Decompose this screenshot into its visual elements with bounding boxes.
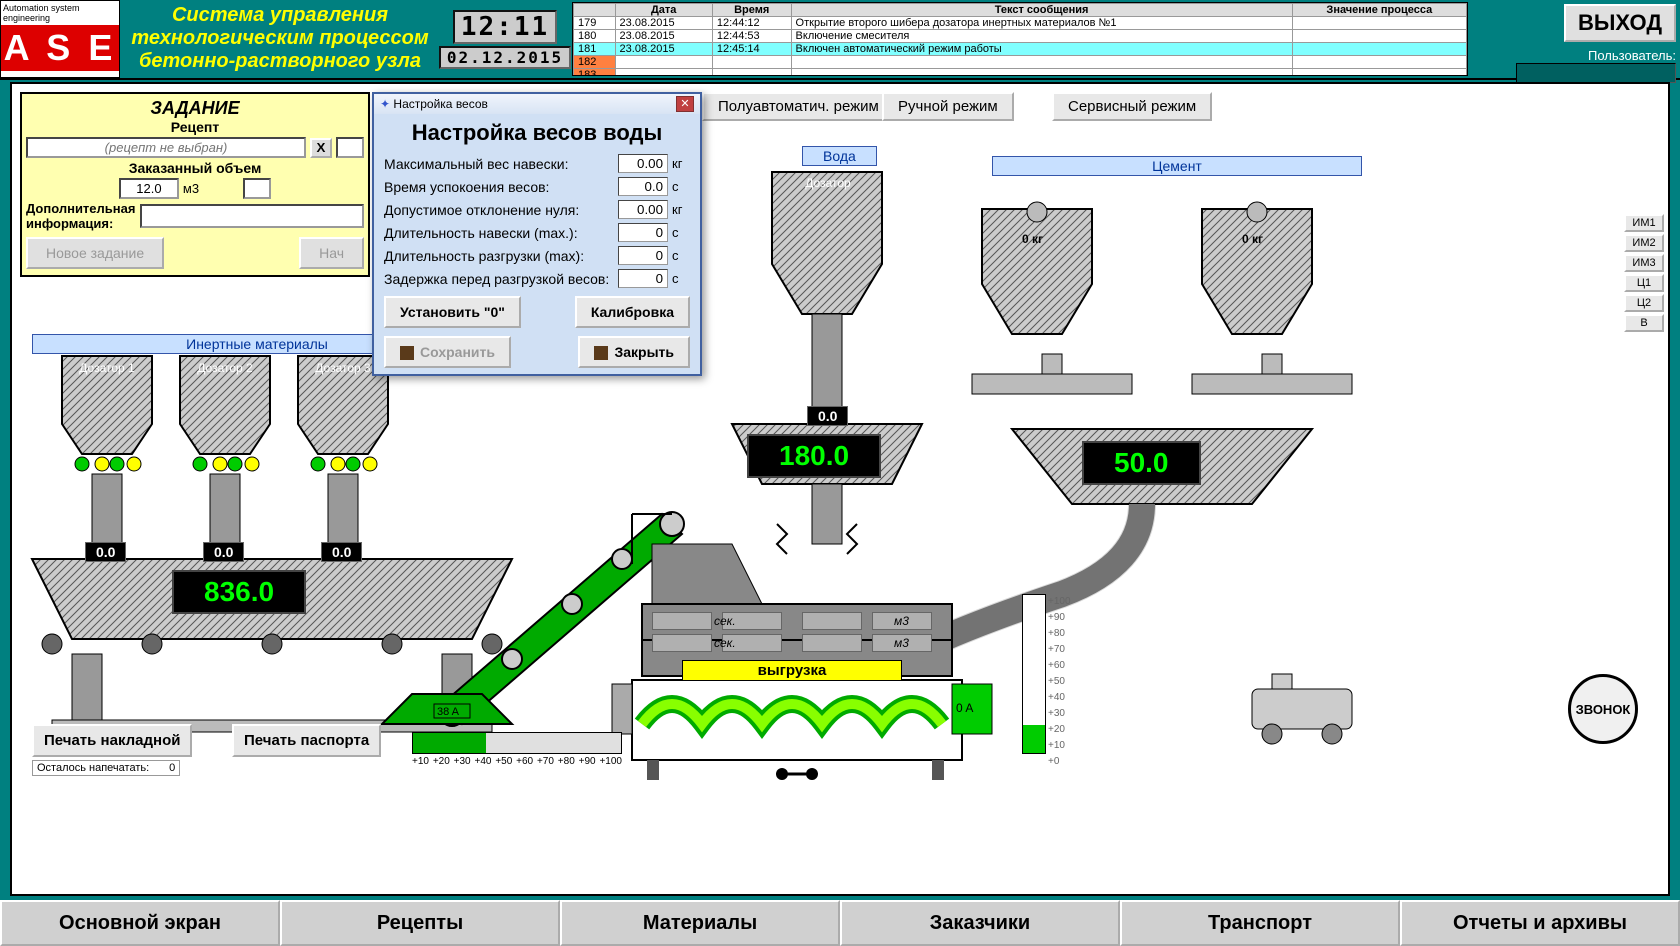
mixer-f1[interactable] [652,612,712,630]
side-tags: ИМ1 ИМ2 ИМ3 Ц1 Ц2 В [1624,214,1664,332]
nav-2[interactable]: Материалы [560,900,840,946]
set-zero-button[interactable]: Установить "0" [384,296,521,328]
mixer-unit-sec1: сек. [714,614,736,628]
section-water-label: Вода [802,146,877,166]
volume-field[interactable] [119,178,179,199]
nav-5[interactable]: Отчеты и архивы [1400,900,1680,946]
save-button[interactable]: Сохранить [384,336,511,368]
mixer-unit-m32: м3 [894,636,909,650]
nav-4[interactable]: Транспорт [1120,900,1400,946]
clock: 12:11 02.12.2015 [440,0,570,78]
h-gauge [412,732,622,754]
task-title: ЗАДАНИЕ [26,98,364,119]
side-tag-ИМ2[interactable]: ИМ2 [1624,234,1664,252]
nav-1[interactable]: Рецепты [280,900,560,946]
dlg-field-1[interactable] [618,177,668,196]
user-block: ВЫХОД Пользователь: [1470,0,1680,78]
top-bar: Automation system engineering A S E Сист… [0,0,1680,80]
side-tag-ИМ1[interactable]: ИМ1 [1624,214,1664,232]
mode-semiauto-button[interactable]: Полуавтоматич. режим [702,92,895,121]
mixer-unit-m31: м3 [894,614,909,628]
inert-hopper-label-2: Дозатор 3 [304,361,382,375]
cement-kg-1: 0 кг [1242,232,1263,246]
inert-weight: 836.0 [172,570,306,614]
logo: Automation system engineering A S E [0,0,120,78]
dialog-titlebar[interactable]: ✦ Настройка весов ✕ [374,94,700,114]
dialog-title-text: Настройка весов [393,97,488,111]
mixer-f7[interactable] [802,634,862,652]
nav-3[interactable]: Заказчики [840,900,1120,946]
logo-subtitle: Automation system engineering [1,1,119,25]
volume-aux-field[interactable] [243,178,271,199]
calibrate-button[interactable]: Калибровка [575,296,690,328]
task-panel: ЗАДАНИЕ Рецепт X Заказанный объем м3 Доп… [20,92,370,277]
scale-settings-dialog: ✦ Настройка весов ✕ Настройка весов воды… [372,92,702,376]
side-tag-ИМ3[interactable]: ИМ3 [1624,254,1664,272]
new-task-button[interactable]: Новое задание [26,237,164,269]
start-task-button[interactable]: Нач [299,237,364,269]
remain-print: Осталось напечатать:0 [32,760,180,776]
inert3-value: 0.0 [321,542,362,562]
nav-0[interactable]: Основной экран [0,900,280,946]
dlg-field-3[interactable] [618,223,668,242]
section-cement-label: Цемент [992,156,1362,176]
close-button[interactable]: Закрыть [578,336,690,368]
app-title: Система управления технологическим проце… [120,0,440,78]
recipe-clear-button[interactable]: X [310,138,332,158]
dlg-field-0[interactable] [618,154,668,173]
mixer-motor-amps: 0 A [956,701,973,715]
main-area: ЗАДАНИЕ Рецепт X Заказанный объем м3 Доп… [10,82,1670,896]
inert2-value: 0.0 [203,542,244,562]
recipe-label: Рецепт [26,119,364,135]
dlg-field-2[interactable] [618,200,668,219]
user-field[interactable] [1516,63,1676,83]
cement-weight: 50.0 [1082,441,1201,485]
mixer-f5[interactable] [652,634,712,652]
inert1-value: 0.0 [85,542,126,562]
mode-manual-button[interactable]: Ручной режим [882,92,1014,121]
user-label: Пользователь: [1474,42,1676,63]
v-gauge: +100+90+80+70+60+50+40+30+20+10+0 [1022,594,1046,754]
discharge-label: выгрузка [682,660,902,681]
logo-ase: A S E [1,25,119,71]
mode-service-button[interactable]: Сервисный режим [1052,92,1212,121]
dialog-close-icon[interactable]: ✕ [676,96,694,112]
side-tag-В[interactable]: В [1624,314,1664,332]
dlg-field-5[interactable] [618,269,668,288]
side-tag-Ц2[interactable]: Ц2 [1624,294,1664,312]
bottom-nav: Основной экранРецептыМатериалыЗаказчикиТ… [0,900,1680,946]
extra-info-label: Дополнительная информация: [26,201,136,231]
water-hopper-label: Дозатор [800,176,856,190]
recipe-field[interactable] [26,137,306,158]
volume-unit: м3 [183,181,199,196]
exit-button[interactable]: ВЫХОД [1564,4,1676,42]
print-passport-button[interactable]: Печать паспорта [232,724,381,757]
water-weight: 180.0 [747,434,881,478]
recipe-aux-field[interactable] [336,137,364,158]
water-small-value: 0.0 [807,406,848,426]
inert-hopper-label-0: Дозатор 1 [68,361,146,375]
mixer-unit-sec2: сек. [714,636,736,650]
bell-button[interactable]: ЗВОНОК [1568,674,1638,744]
dialog-heading: Настройка весов воды [384,120,690,146]
volume-label: Заказанный объем [26,160,364,176]
dlg-field-4[interactable] [618,246,668,265]
conveyor-amps: 38 A [437,706,460,718]
h-gauge-ticks: +10+20+30+40+50+60+70+80+90+100 [412,756,622,767]
cement-kg-0: 0 кг [1022,232,1043,246]
mixer-f3[interactable] [802,612,862,630]
side-tag-Ц1[interactable]: Ц1 [1624,274,1664,292]
clock-time: 12:11 [453,10,557,44]
inert-hopper-label-1: Дозатор 2 [186,361,264,375]
print-waybill-button[interactable]: Печать накладной [32,724,192,757]
extra-info-field[interactable] [140,204,364,228]
clock-date: 02.12.2015 [439,46,571,69]
message-log: ДатаВремяТекст сообщенияЗначение процесс… [572,2,1468,76]
